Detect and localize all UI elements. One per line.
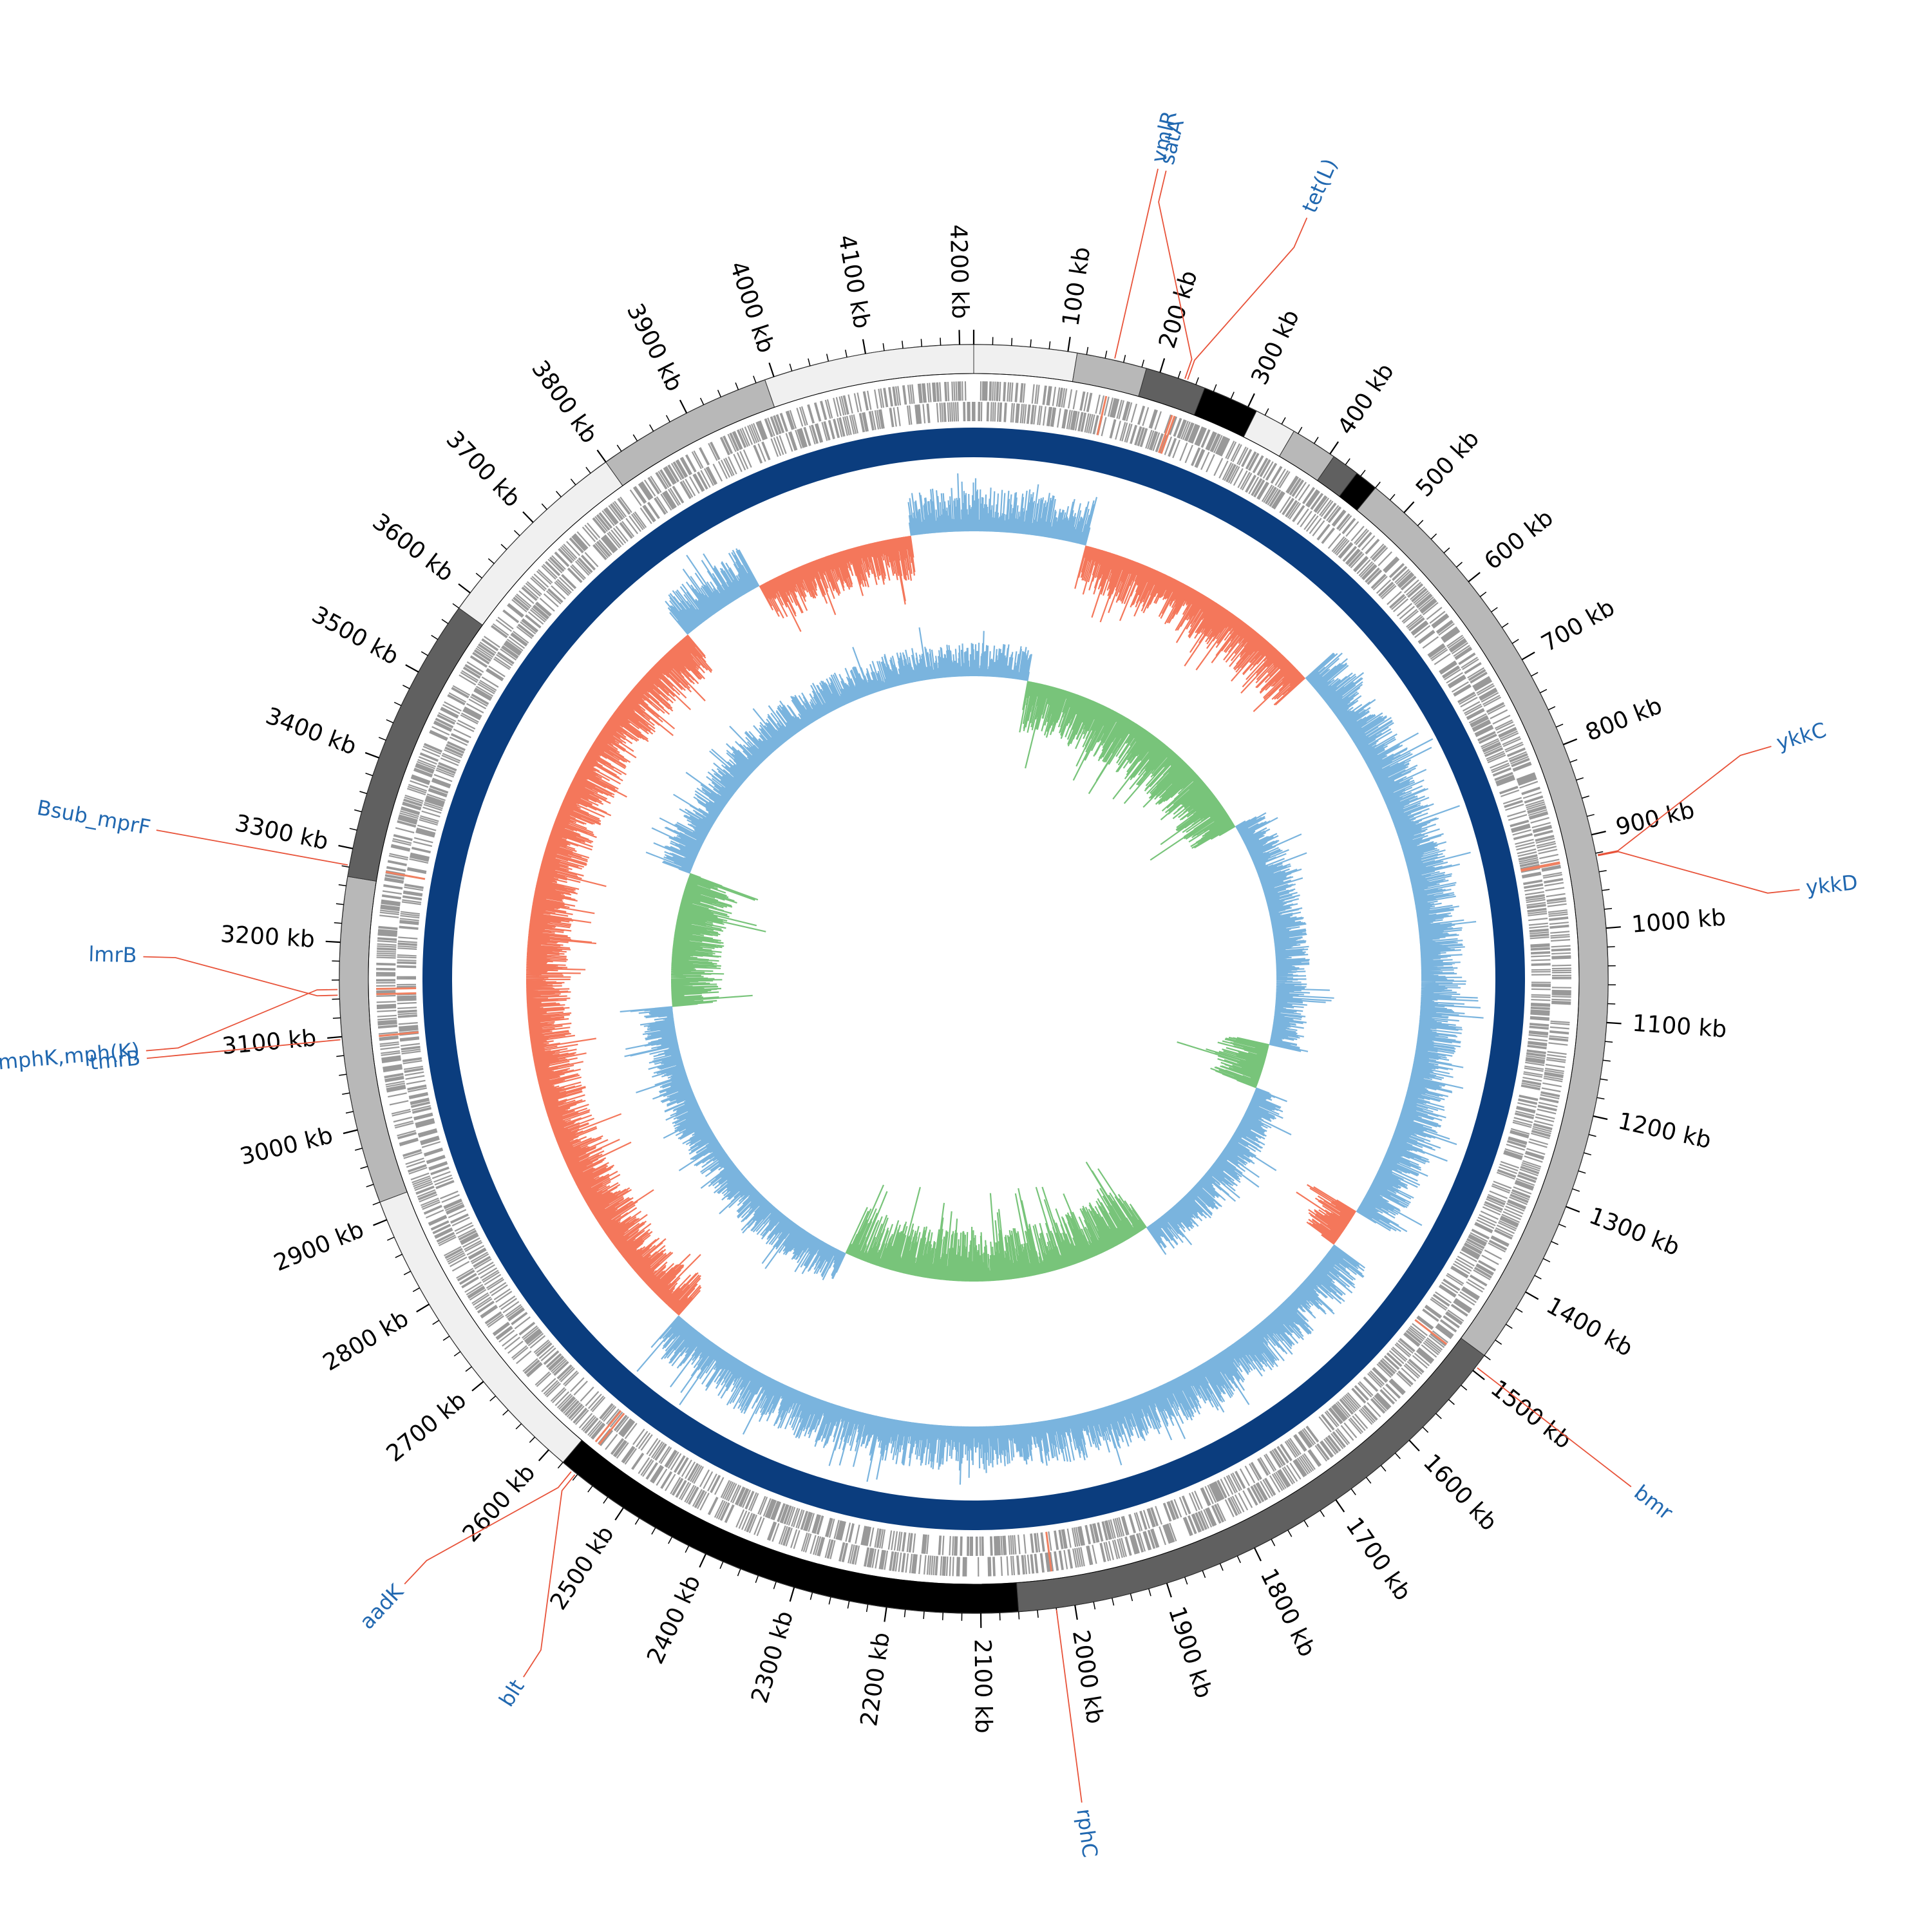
gene-label-3: tet(L): [1297, 155, 1342, 216]
tick-label-1700-kb: 1700 kb: [1340, 1513, 1416, 1605]
tick-label-1800-kb: 1800 kb: [1255, 1564, 1321, 1661]
gene-leader-11: [143, 956, 338, 997]
feature-marks: [375, 381, 1572, 1577]
gene-label-11: lmrB: [88, 942, 137, 967]
feature-ring: [375, 381, 1572, 1577]
gene-label-13: Bsub_mprF: [35, 795, 153, 840]
contig-segment-1: [973, 344, 1078, 383]
gene-label-8: blt: [494, 1675, 529, 1711]
tick-label-1000-kb: 1000 kb: [1631, 904, 1727, 938]
contig-ring-inner-border: [368, 373, 1580, 1585]
gene-leader-3: [1187, 217, 1308, 380]
gene-label-5: ykkD: [1804, 870, 1859, 900]
major-ticks: [325, 330, 1622, 1628]
tick-label-1200-kb: 1200 kb: [1616, 1108, 1714, 1154]
tick-label-300-kb: 300 kb: [1246, 306, 1305, 389]
gene-leader-10: [146, 1039, 341, 1059]
tick-label-3200-kb: 3200 kb: [220, 921, 316, 952]
contig-ring: [339, 344, 1609, 1614]
tick-label-200-kb: 200 kb: [1154, 267, 1203, 351]
tick-label-100-kb: 100 kb: [1057, 245, 1095, 328]
tick-label-2400-kb: 2400 kb: [642, 1571, 706, 1668]
tick-label-2800-kb: 2800 kb: [319, 1305, 413, 1376]
tick-label-3700-kb: 3700 kb: [441, 426, 526, 513]
gc-content-negative: [526, 535, 1357, 1316]
tick-label-2700-kb: 2700 kb: [382, 1387, 471, 1468]
tick-label-800-kb: 800 kb: [1582, 692, 1665, 746]
tick-label-1300-kb: 1300 kb: [1586, 1202, 1683, 1261]
tick-label-4000-kb: 4000 kb: [724, 258, 779, 356]
tick-label-2600-kb: 2600 kb: [458, 1459, 541, 1547]
tick-label-700-kb: 700 kb: [1537, 594, 1620, 658]
tick-label-2100-kb: 2100 kb: [969, 1639, 996, 1734]
gene-label-7: rphC: [1072, 1807, 1103, 1859]
gene-leader-9: [404, 1471, 572, 1585]
gene-leader-5: [1598, 851, 1800, 894]
tick-label-3100-kb: 3100 kb: [221, 1025, 317, 1060]
tick-label-1100-kb: 1100 kb: [1631, 1010, 1727, 1043]
gene-leader-13: [156, 829, 348, 866]
gene-leader-2: [1158, 170, 1193, 379]
tick-label-2200-kb: 2200 kb: [856, 1631, 895, 1728]
tick-label-3000-kb: 3000 kb: [238, 1122, 336, 1171]
feature-highlights: [376, 395, 1560, 1572]
tick-label-3900-kb: 3900 kb: [621, 299, 688, 395]
gene-leader-1: [1114, 168, 1159, 359]
contig-segment-16: [605, 379, 775, 486]
tick-label-1400-kb: 1400 kb: [1542, 1293, 1637, 1362]
contig-segment-2: [1072, 352, 1147, 397]
gene-leader-12: [146, 989, 338, 1052]
backbone-ring: [422, 428, 1525, 1530]
gc-skew-negative: [670, 681, 1269, 1282]
minor-ticks: [331, 337, 1616, 1621]
tick-label-1900-kb: 1900 kb: [1163, 1604, 1217, 1701]
gene-label-9: aadK: [355, 1579, 409, 1634]
tick-label-1500-kb: 1500 kb: [1486, 1375, 1577, 1454]
tick-label-4100-kb: 4100 kb: [833, 233, 875, 331]
tick-label-2300-kb: 2300 kb: [746, 1608, 799, 1706]
tick-label-1600-kb: 1600 kb: [1418, 1449, 1502, 1536]
gene-label-4: ykkC: [1774, 717, 1829, 755]
tick-label-3800-kb: 3800 kb: [526, 356, 603, 448]
tick-label-3400-kb: 3400 kb: [262, 703, 360, 761]
tick-label-3600-kb: 3600 kb: [367, 509, 458, 587]
gene-leader-7: [1056, 1609, 1083, 1803]
gc-content-positive: [636, 473, 1484, 1485]
tick-label-2900-kb: 2900 kb: [270, 1217, 368, 1277]
gene-leader-8: [523, 1474, 576, 1678]
gene-label-10: tmrB: [88, 1045, 141, 1074]
gc-skew-track: [620, 627, 1334, 1282]
tick-label-2000-kb: 2000 kb: [1067, 1628, 1108, 1725]
gc-content-track: [526, 473, 1484, 1485]
gene-leader-4: [1597, 746, 1772, 856]
gene-label-6: bmr: [1629, 1480, 1678, 1525]
tick-label-4200-kb: 4200 kb: [945, 224, 973, 319]
tick-label-400-kb: 400 kb: [1332, 359, 1399, 440]
gc-skew-positive: [620, 627, 1334, 1280]
tick-label-3300-kb: 3300 kb: [232, 810, 330, 855]
tick-label-3500-kb: 3500 kb: [307, 601, 402, 670]
tick-label-900-kb: 900 kb: [1613, 797, 1697, 841]
tick-label-500-kb: 500 kb: [1411, 426, 1484, 502]
contig-segment-13: [339, 876, 408, 1203]
tick-label-600-kb: 600 kb: [1480, 505, 1558, 576]
gene-leader-6: [1477, 1367, 1632, 1488]
